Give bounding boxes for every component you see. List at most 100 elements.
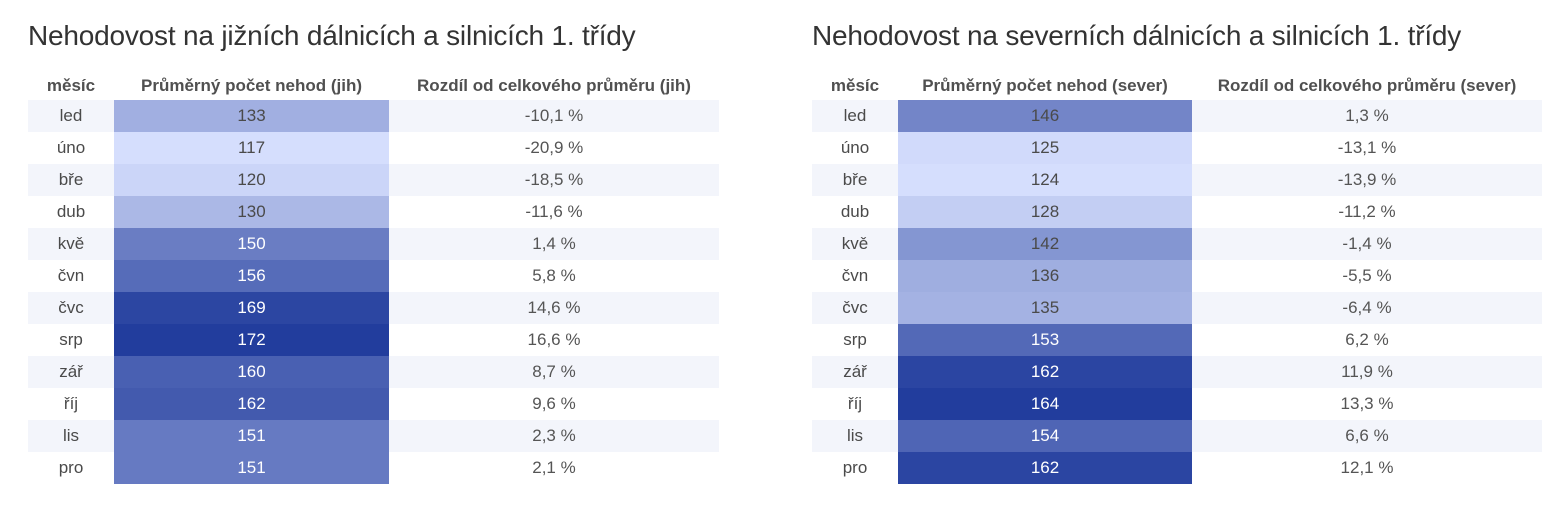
north-table-row: pro 162 12,1 % <box>812 452 1542 484</box>
south-diff-cell: 2,3 % <box>389 420 719 452</box>
north-month-cell: úno <box>840 138 870 157</box>
north-month-cell: dub <box>840 202 870 221</box>
north-month-cell: bře <box>812 164 898 196</box>
south-avg-cell: 160 <box>114 356 389 388</box>
north-avg-cell: 162 <box>898 356 1192 388</box>
north-panel: Nehodovost na severních dálnicích a siln… <box>812 0 1552 484</box>
north-avg-cell: 142 <box>898 228 1192 260</box>
north-diff-cell: 13,3 % <box>1340 394 1394 413</box>
south-month-cell: bře <box>28 164 114 196</box>
south-avg-cell: 133 <box>114 100 389 132</box>
north-avg-cell: 128 <box>898 196 1192 228</box>
north-month-cell: kvě <box>812 228 898 260</box>
north-diff-cell: -13,1 % <box>1337 138 1397 157</box>
north-avg-cell: 125 <box>898 132 1192 164</box>
south-avg-cell: 130 <box>114 196 389 228</box>
south-month-cell: srp <box>59 330 83 349</box>
north-diff-cell: 6,2 % <box>1345 330 1389 349</box>
north-diff-cell: 1,3 % <box>1192 100 1542 132</box>
north-diff-cell: 11,9 % <box>1192 356 1542 388</box>
north-table-row: čvn 136 -5,5 % <box>812 260 1542 292</box>
north-table-row: bře 124 -13,9 % <box>812 164 1542 196</box>
north-table-row: říj 164 13,3 % <box>812 388 1542 420</box>
north-header-diff: Rozdíl od celkového průměru (sever) <box>1217 76 1517 95</box>
south-diff-cell: -10,1 % <box>389 100 719 132</box>
south-table-row: lis 151 2,3 % <box>28 420 719 452</box>
south-month-cell: čvn <box>57 266 85 285</box>
north-table-title: Nehodovost na severních dálnicích a siln… <box>812 20 1462 51</box>
north-table-row: úno 125 -13,1 % <box>812 132 1542 164</box>
south-avg-cell: 156 <box>114 260 389 292</box>
north-table-row: led 146 1,3 % <box>812 100 1542 132</box>
north-avg-cell: 164 <box>898 388 1192 420</box>
south-table-row: dub 130 -11,6 % <box>28 196 719 228</box>
north-table-row: srp 153 6,2 % <box>812 324 1542 356</box>
north-month-cell: čvn <box>841 266 869 285</box>
north-diff-cell: -1,4 % <box>1192 228 1542 260</box>
south-diff-cell: 8,7 % <box>389 356 719 388</box>
south-month-cell: led <box>28 100 114 132</box>
north-avg-cell: 124 <box>898 164 1192 196</box>
north-avg-cell: 135 <box>898 292 1192 324</box>
south-table-row: čvn 156 5,8 % <box>28 260 719 292</box>
south-avg-cell: 151 <box>114 452 389 484</box>
north-avg-cell: 154 <box>898 420 1192 452</box>
south-table-row: bře 120 -18,5 % <box>28 164 719 196</box>
south-month-cell: zář <box>28 356 114 388</box>
south-header-diff: Rozdíl od celkového průměru (jih) <box>417 76 691 95</box>
north-month-cell: čvc <box>812 292 898 324</box>
south-panel: Nehodovost na jižních dálnicích a silnic… <box>28 0 728 484</box>
south-table-row: led 133 -10,1 % <box>28 100 719 132</box>
north-avg-cell: 162 <box>898 452 1192 484</box>
south-avg-cell: 151 <box>114 420 389 452</box>
north-diff-cell: 6,6 % <box>1192 420 1542 452</box>
north-table-body: led 146 1,3 % úno 125 -13,1 % bře 124 -13,9 % dub… <box>812 100 1542 484</box>
south-diff-cell: 9,6 % <box>532 394 576 413</box>
north-diff-cell: -5,5 % <box>1342 266 1392 285</box>
north-month-cell: zář <box>812 356 898 388</box>
south-avg-cell: 117 <box>114 132 389 164</box>
south-avg-cell: 120 <box>114 164 389 196</box>
south-header-avg: Průměrný počet nehod (jih) <box>140 76 363 95</box>
south-avg-cell: 162 <box>114 388 389 420</box>
south-diff-cell: 1,4 % <box>389 228 719 260</box>
north-month-cell: pro <box>842 458 868 477</box>
south-month-cell: lis <box>28 420 114 452</box>
north-avg-cell: 153 <box>898 324 1192 356</box>
south-table-row: zář 160 8,7 % <box>28 356 719 388</box>
south-table-row: pro 151 2,1 % <box>28 452 719 484</box>
south-avg-cell: 169 <box>114 292 389 324</box>
south-table: měsíc Průměrný počet nehod (jih) Rozdíl … <box>28 72 719 484</box>
north-avg-cell: 146 <box>898 100 1192 132</box>
south-table-title: Nehodovost na jižních dálnicích a silnic… <box>28 20 636 51</box>
south-table-row: čvc 169 14,6 % <box>28 292 719 324</box>
north-header-month: měsíc <box>830 76 880 95</box>
north-diff-cell: 12,1 % <box>1340 458 1394 477</box>
south-table-row: kvě 150 1,4 % <box>28 228 719 260</box>
north-table-row: kvě 142 -1,4 % <box>812 228 1542 260</box>
south-month-cell: říj <box>63 394 79 413</box>
south-avg-cell: 172 <box>114 324 389 356</box>
south-header-row: měsíc Průměrný počet nehod (jih) Rozdíl … <box>28 72 719 100</box>
south-month-cell: čvc <box>28 292 114 324</box>
south-month-cell: dub <box>56 202 86 221</box>
south-diff-cell: 5,8 % <box>532 266 576 285</box>
south-header-month: měsíc <box>46 76 96 95</box>
south-table-body: led 133 -10,1 % úno 117 -20,9 % bře 120 -18,5 % d… <box>28 100 719 484</box>
north-table-row: lis 154 6,6 % <box>812 420 1542 452</box>
north-avg-cell: 136 <box>898 260 1192 292</box>
south-month-cell: pro <box>58 458 84 477</box>
north-diff-cell: -13,9 % <box>1192 164 1542 196</box>
south-diff-cell: -11,6 % <box>525 202 583 221</box>
north-table: měsíc Průměrný počet nehod (sever) Rozdí… <box>812 72 1542 484</box>
north-month-cell: lis <box>812 420 898 452</box>
north-table-row: čvc 135 -6,4 % <box>812 292 1542 324</box>
south-table-row: říj 162 9,6 % <box>28 388 719 420</box>
north-header-row: měsíc Průměrný počet nehod (sever) Rozdí… <box>812 72 1542 100</box>
north-table-row: dub 128 -11,2 % <box>812 196 1542 228</box>
south-diff-cell: 14,6 % <box>389 292 719 324</box>
south-diff-cell: 16,6 % <box>527 330 581 349</box>
south-diff-cell: -18,5 % <box>389 164 719 196</box>
north-header-avg: Průměrný počet nehod (sever) <box>922 76 1168 95</box>
south-diff-cell: 2,1 % <box>532 458 576 477</box>
